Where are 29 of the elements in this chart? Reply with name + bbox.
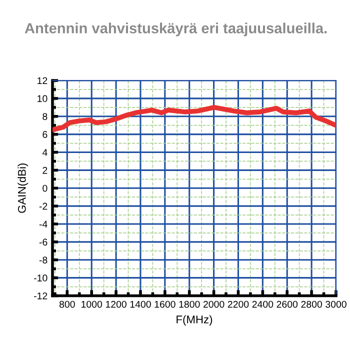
y-tick-label: -6 <box>39 238 48 246</box>
y-tick-label: 10 <box>38 95 48 102</box>
x-tick-label: 1800 <box>179 300 200 308</box>
x-tick-label: 1600 <box>154 300 176 308</box>
x-tick-label: 2000 <box>203 300 224 308</box>
x-tick-label: 2600 <box>276 300 298 308</box>
y-tick-label: 2 <box>42 166 48 174</box>
chart-title: Antennin vahvistuskäyrä eri taajuusalueilla. <box>24 22 327 36</box>
x-tick-label: 1200 <box>106 300 126 308</box>
y-tick-label: -12 <box>34 292 48 300</box>
line-series <box>52 104 336 132</box>
y-tick-label: -2 <box>39 202 48 210</box>
x-tick-label: 3000 <box>326 300 346 308</box>
y-tick-label: 6 <box>42 131 48 138</box>
y-tick-label: 0 <box>42 184 48 192</box>
y-axis-title: GAIN(dBi) <box>18 164 28 213</box>
x-tick-label: 2200 <box>228 300 249 308</box>
x-tick-label: 1400 <box>130 300 151 308</box>
y-tick-label: -8 <box>39 256 48 264</box>
x-tick-label: 800 <box>59 300 75 308</box>
x-tick-label: 2400 <box>252 300 274 308</box>
y-tick-label: 8 <box>42 113 48 120</box>
y-tick-label: 4 <box>42 149 48 156</box>
x-axis-title: F(MHz) <box>176 315 212 326</box>
y-tick-label: 12 <box>38 77 48 84</box>
x-tick-label: 1000 <box>82 300 102 308</box>
y-tick-label: -4 <box>39 220 48 228</box>
x-tick-label: 2800 <box>301 300 322 308</box>
y-tick-label: -10 <box>34 274 48 282</box>
